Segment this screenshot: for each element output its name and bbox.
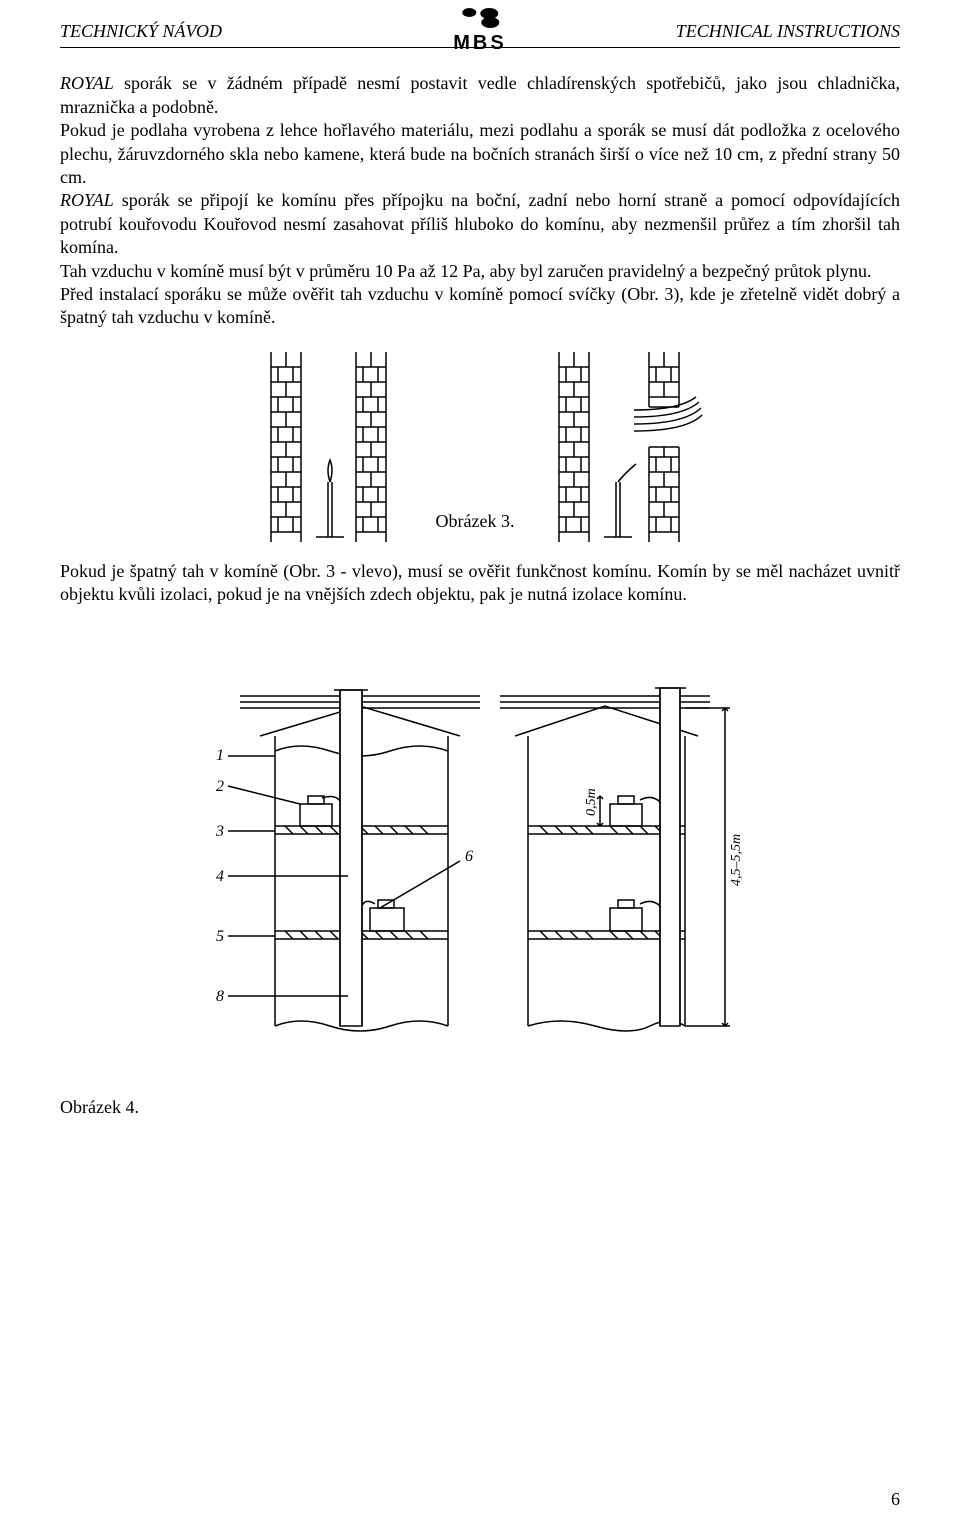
fig4-label-3: 3 (215, 823, 224, 840)
fig4-dim-4555m: 4,5–5,5m (729, 834, 744, 886)
paragraph-6: Pokud je špatný tah v komíně (Obr. 3 - v… (60, 560, 900, 607)
logo-text: MBS (453, 30, 506, 56)
fig4-label-4: 4 (216, 868, 224, 885)
header-right: TECHNICAL INSTRUCTIONS (676, 20, 900, 43)
fig4-label-2: 2 (216, 778, 224, 795)
figure-4: 1 2 3 4 5 8 6 0,5m 4,5–5,5m (60, 676, 900, 1046)
fig4-label-1: 1 (216, 747, 224, 764)
paragraph-4: Tah vzduchu v komíně musí být v průměru … (60, 260, 900, 283)
paragraph-1: ROYAL sporák se v žádném případě nesmí p… (60, 72, 900, 119)
fig4-dim-05m: 0,5m (584, 789, 599, 817)
page-number: 6 (891, 1488, 900, 1511)
fig4-label-8: 8 (216, 988, 224, 1005)
fig4-label-6: 6 (465, 848, 473, 865)
brand-name-2: ROYAL (60, 190, 114, 210)
header-left: TECHNICKÝ NÁVOD (60, 20, 222, 43)
paragraph-2: Pokud je podlaha vyrobena z lehce hořlav… (60, 119, 900, 189)
body-text-2: Pokud je špatný tah v komíně (Obr. 3 - v… (60, 560, 900, 607)
figure-3-right (544, 352, 704, 542)
logo-dots-2 (471, 17, 489, 28)
figure-4-caption: Obrázek 4. (60, 1096, 900, 1119)
paragraph-3-text: sporák se připojí ke komínu přes přípojk… (60, 190, 900, 257)
figure-3-left (256, 352, 406, 542)
logo: MBS (453, 8, 506, 56)
paragraph-3: ROYAL sporák se připojí ke komínu přes p… (60, 189, 900, 259)
paragraph-1-text: sporák se v žádném případě nesmí postavi… (60, 73, 900, 116)
figure-3-row: Obrázek 3. (60, 352, 900, 542)
figure-3-caption: Obrázek 3. (436, 510, 515, 541)
body-text: ROYAL sporák se v žádném případě nesmí p… (60, 72, 900, 329)
paragraph-5: Před instalací sporáku se může ověřit ta… (60, 283, 900, 330)
brand-name: ROYAL (60, 73, 114, 93)
fig4-label-5: 5 (216, 928, 224, 945)
